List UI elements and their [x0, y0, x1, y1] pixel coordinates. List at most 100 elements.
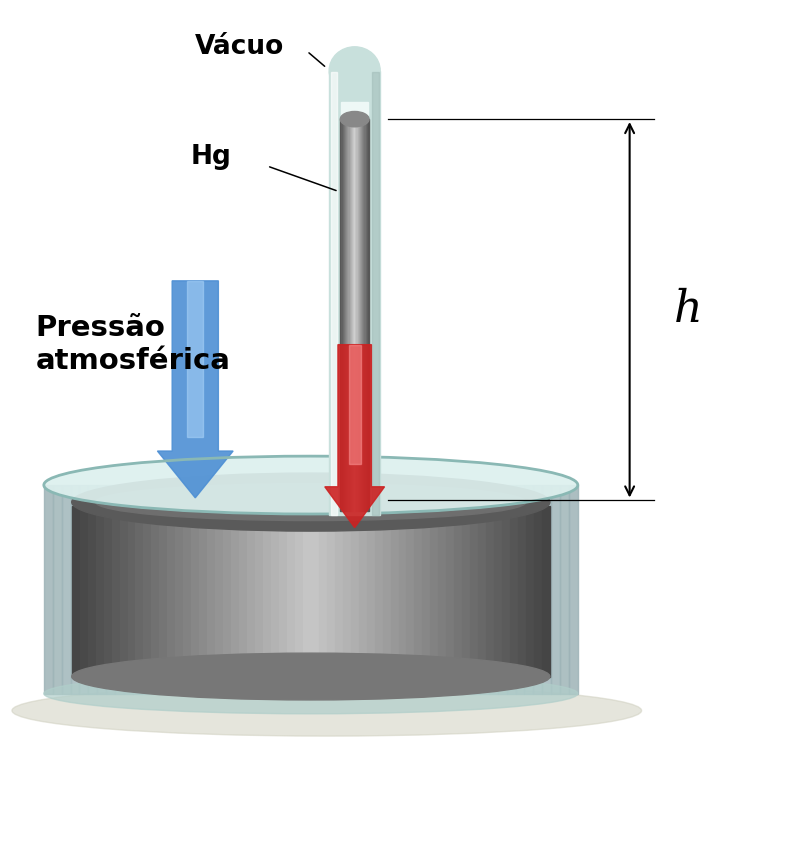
Polygon shape	[249, 485, 257, 694]
Text: h: h	[673, 288, 702, 331]
Polygon shape	[445, 485, 453, 694]
Polygon shape	[207, 506, 215, 677]
Polygon shape	[446, 506, 454, 677]
Polygon shape	[526, 506, 534, 677]
Polygon shape	[368, 119, 369, 511]
Polygon shape	[343, 119, 344, 511]
Polygon shape	[106, 485, 115, 694]
Ellipse shape	[72, 473, 550, 531]
Polygon shape	[438, 506, 446, 677]
Polygon shape	[204, 485, 213, 694]
Polygon shape	[359, 506, 367, 677]
Polygon shape	[364, 119, 366, 511]
Polygon shape	[391, 485, 400, 694]
Polygon shape	[151, 485, 159, 694]
Polygon shape	[489, 485, 497, 694]
Polygon shape	[516, 485, 524, 694]
Polygon shape	[347, 119, 348, 511]
Polygon shape	[53, 485, 61, 694]
Polygon shape	[348, 119, 350, 511]
Polygon shape	[311, 506, 319, 677]
Polygon shape	[347, 485, 355, 694]
Polygon shape	[426, 485, 435, 694]
Polygon shape	[372, 72, 379, 515]
Polygon shape	[542, 485, 551, 694]
Polygon shape	[422, 506, 430, 677]
Polygon shape	[418, 485, 426, 694]
FancyArrow shape	[325, 345, 384, 528]
Polygon shape	[186, 485, 195, 694]
Polygon shape	[239, 506, 247, 677]
Polygon shape	[275, 485, 285, 694]
Polygon shape	[351, 119, 353, 511]
Polygon shape	[142, 485, 151, 694]
Ellipse shape	[44, 456, 578, 514]
Polygon shape	[287, 506, 295, 677]
Text: Vácuo: Vácuo	[194, 34, 284, 60]
Ellipse shape	[329, 47, 380, 94]
Polygon shape	[319, 506, 327, 677]
Polygon shape	[97, 485, 106, 694]
Polygon shape	[215, 506, 223, 677]
Polygon shape	[222, 485, 231, 694]
Polygon shape	[133, 485, 142, 694]
Polygon shape	[295, 506, 303, 677]
FancyArrow shape	[157, 281, 233, 498]
Polygon shape	[346, 119, 347, 511]
Polygon shape	[302, 485, 311, 694]
Polygon shape	[494, 506, 502, 677]
Polygon shape	[351, 506, 359, 677]
Polygon shape	[247, 506, 255, 677]
Polygon shape	[112, 506, 120, 677]
Polygon shape	[453, 485, 462, 694]
Polygon shape	[124, 485, 133, 694]
Ellipse shape	[72, 654, 550, 700]
Polygon shape	[151, 506, 159, 677]
Polygon shape	[128, 506, 135, 677]
Polygon shape	[354, 119, 355, 511]
Polygon shape	[115, 485, 124, 694]
Polygon shape	[240, 485, 249, 694]
Polygon shape	[524, 485, 533, 694]
Polygon shape	[271, 506, 279, 677]
Polygon shape	[358, 119, 359, 511]
Polygon shape	[303, 506, 311, 677]
Polygon shape	[364, 485, 373, 694]
Polygon shape	[361, 119, 362, 511]
Polygon shape	[480, 485, 489, 694]
Polygon shape	[327, 506, 335, 677]
Polygon shape	[263, 506, 271, 677]
Polygon shape	[279, 506, 287, 677]
Polygon shape	[80, 485, 88, 694]
Polygon shape	[356, 119, 358, 511]
Ellipse shape	[12, 685, 642, 736]
Polygon shape	[266, 485, 275, 694]
Polygon shape	[569, 485, 578, 694]
Polygon shape	[533, 485, 542, 694]
Text: Hg: Hg	[190, 145, 232, 170]
Polygon shape	[350, 119, 351, 511]
Polygon shape	[406, 506, 414, 677]
Polygon shape	[518, 506, 526, 677]
Polygon shape	[293, 485, 302, 694]
Polygon shape	[400, 485, 409, 694]
Polygon shape	[409, 485, 418, 694]
Polygon shape	[366, 119, 367, 511]
Polygon shape	[367, 506, 375, 677]
Text: Pressão
atmosférica: Pressão atmosférica	[36, 314, 231, 375]
Polygon shape	[72, 506, 80, 677]
Polygon shape	[353, 119, 354, 511]
Polygon shape	[199, 506, 207, 677]
Polygon shape	[486, 506, 494, 677]
Polygon shape	[80, 506, 88, 677]
FancyArrow shape	[349, 345, 360, 464]
Polygon shape	[320, 485, 328, 694]
Polygon shape	[478, 506, 486, 677]
Polygon shape	[471, 485, 480, 694]
Polygon shape	[375, 506, 383, 677]
Polygon shape	[470, 506, 478, 677]
Polygon shape	[497, 485, 507, 694]
Polygon shape	[331, 72, 337, 515]
Ellipse shape	[340, 111, 369, 127]
Polygon shape	[435, 485, 445, 694]
